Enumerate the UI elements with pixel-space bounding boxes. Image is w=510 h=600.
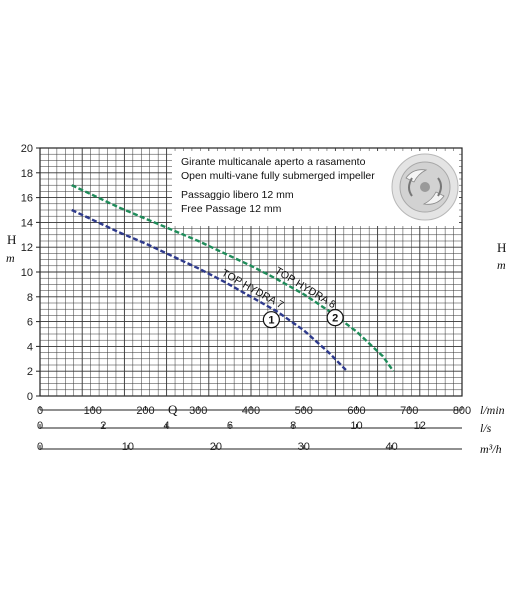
x-tick-label: 100 (84, 405, 102, 417)
x-tick-label: 6 (227, 420, 233, 432)
x-tick-label: 700 (400, 405, 418, 417)
x-axis-1: 0 2 4 6 8 10 12 l/s (37, 420, 492, 435)
x-tick-label: 2 (100, 420, 106, 432)
x-tick-label: 10 (122, 441, 134, 453)
x-tick-label: 200 (136, 405, 154, 417)
x-tick-label: 12 (414, 420, 426, 432)
y-tick-label: 2 (27, 366, 33, 378)
x-tick-label: 0 (37, 441, 43, 453)
x-tick-label: 30 (298, 441, 310, 453)
series-marker-label-2: 2 (332, 313, 338, 325)
x-tick-label: 20 (210, 441, 222, 453)
x-axis-unit: m³/h (480, 442, 502, 456)
note-line-3: Passaggio libero 12 mm (181, 189, 294, 201)
x-tick-label: 500 (295, 405, 313, 417)
x-tick-label: 800 (453, 405, 471, 417)
y-tick-label: 8 (27, 292, 33, 304)
x-axis-0: 0 100 200 300 400 500 600 700 800 l/min (37, 403, 505, 417)
x-tick-label: 600 (347, 405, 365, 417)
x-axis-unit: l/min (480, 403, 505, 417)
y-tick-label: 18 (21, 168, 33, 180)
x-tick-label: 300 (189, 405, 207, 417)
y-axis-unit-right: m (497, 258, 506, 272)
y-tick-label: 10 (21, 267, 33, 279)
y-tick-label: 4 (27, 341, 33, 353)
x-tick-label: 4 (164, 420, 170, 432)
series-line-2 (71, 184, 395, 372)
y-tick-label: 0 (27, 391, 33, 403)
y-axis-label-left: H (7, 232, 16, 247)
series-marker-label-1: 1 (268, 315, 274, 327)
x-axis-unit: l/s (480, 421, 492, 435)
x-tick-label: 0 (37, 420, 43, 432)
x-tick-label: 400 (242, 405, 260, 417)
x-tick-label: 0 (37, 405, 43, 417)
x-axis-2: 0 10 20 30 40 m³/h (37, 441, 502, 456)
series-marker-2 (326, 309, 344, 327)
y-axis-unit-left: m (6, 251, 15, 265)
series-line-1 (71, 208, 347, 371)
y-tick-label: 12 (21, 242, 33, 254)
y-tick-label: 14 (21, 217, 33, 229)
x-tick-label: 8 (290, 420, 296, 432)
note-line-1: Girante multicanale aperto a rasamento (181, 156, 366, 168)
y-tick-labels: 0 2 4 6 8 10 12 14 16 18 20 (21, 143, 40, 403)
note-line-2: Open multi-vane fully submerged impeller (181, 170, 375, 182)
x-tick-label: 10 (350, 420, 362, 432)
y-tick-label: 16 (21, 193, 33, 205)
y-tick-label: 6 (27, 317, 33, 329)
y-axis-label-right: H (497, 240, 506, 255)
impeller-illustration (391, 153, 459, 221)
y-tick-label: 20 (21, 143, 33, 155)
series-marker-1 (262, 311, 280, 329)
x-tick-label: 40 (386, 441, 398, 453)
impeller-info-box: Girante multicanale aperto a rasamento O… (172, 151, 459, 226)
note-line-4: Free Passage 12 mm (181, 203, 282, 215)
